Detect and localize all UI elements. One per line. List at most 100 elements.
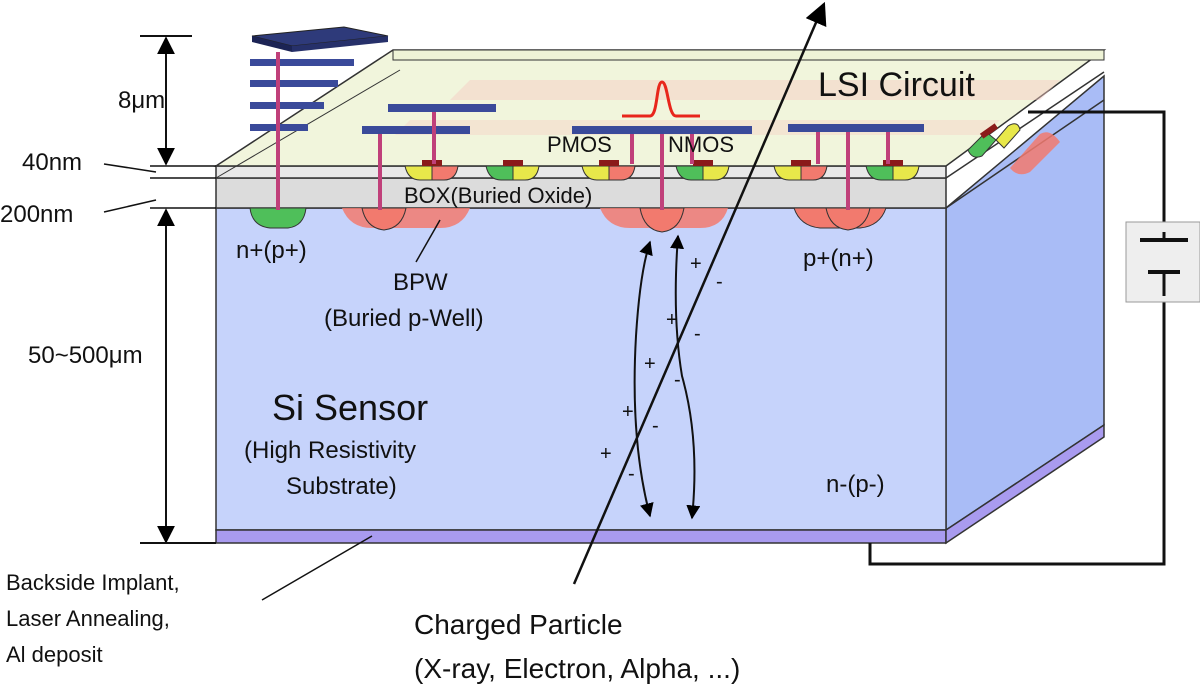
transistor-drain-4 [892, 165, 920, 181]
electron-2: - [694, 323, 701, 345]
via-left [276, 52, 280, 210]
backside-implant-side [945, 423, 1105, 545]
side-implant [1010, 132, 1060, 175]
dim-label-40nm: 40nm [22, 149, 82, 176]
metal-line-6 [362, 126, 470, 134]
via-8 [846, 132, 850, 210]
signal-pulse [622, 80, 700, 118]
transistor-drain-1 [431, 165, 459, 181]
lsi-circuit-label: LSI Circuit [818, 66, 975, 104]
box-label: BOX(Buried Oxide) [404, 183, 592, 208]
surface-band-1 [450, 80, 1060, 100]
side-transistor-1 [967, 131, 997, 158]
backside-label-1: Backside Implant, [6, 570, 180, 595]
electron-3: - [674, 369, 681, 391]
transistors [404, 123, 1060, 181]
leader-200nm [103, 199, 157, 213]
metal-wiring [250, 26, 924, 210]
hole-2: + [666, 309, 678, 331]
gate-2 [503, 160, 523, 166]
metal-line-5 [388, 104, 496, 112]
side-gate [979, 123, 999, 139]
backside-label-2: Laser Annealing, [6, 606, 170, 631]
transistor-source-4 [865, 165, 894, 181]
leader-40nm [103, 163, 157, 173]
electron-5: - [628, 463, 635, 485]
hole-5: + [600, 443, 612, 465]
metal-line-3 [250, 102, 324, 109]
bpw-sub-label: (Buried p-Well) [324, 305, 484, 332]
dim-label-sensor: 50~500μm [28, 342, 143, 369]
right-implant [825, 207, 871, 231]
bpw-implant-1 [342, 208, 470, 228]
n-plus-implant [249, 207, 307, 229]
via-4 [630, 134, 634, 164]
bpw-label: BPW [393, 269, 448, 296]
silicon-substrate [215, 74, 1105, 545]
metal-line-1 [250, 59, 354, 66]
leader-backside [261, 535, 373, 601]
nmos-source [675, 165, 704, 181]
nmos-label: NMOS [668, 132, 734, 157]
dim-label-8um: 8μm [118, 87, 165, 114]
wire-bottom [868, 296, 1166, 566]
transistor-source-2 [485, 165, 514, 181]
si-sensor-label: Si Sensor [272, 387, 428, 428]
charge-drift [633, 234, 701, 520]
implants [249, 207, 887, 233]
transistor-source-1 [404, 165, 433, 181]
nmos-drain [702, 165, 730, 181]
backside-implant-layer [215, 529, 947, 544]
electron-1: - [716, 271, 723, 293]
bond-pad-front [292, 36, 388, 52]
via-5 [660, 134, 664, 210]
wire-top [1028, 110, 1166, 232]
via-9 [886, 132, 890, 164]
n-minus-label: n-(p-) [826, 471, 885, 498]
n-plus-label: n+(p+) [236, 237, 307, 264]
bond-pad-side [252, 36, 292, 52]
hole-1: + [690, 253, 702, 275]
dim-label-200nm: 200nm [0, 201, 73, 228]
nmos-gate [693, 160, 713, 166]
p-plus-label: p+(n+) [803, 245, 874, 272]
via-7 [816, 132, 820, 164]
particle-label: Charged Particle [414, 609, 623, 640]
substrate-front-face [215, 207, 947, 531]
transistor-drain-3 [800, 165, 828, 181]
gate-4 [883, 160, 903, 166]
metal-line-8 [788, 124, 924, 132]
side-transistor-2 [995, 123, 1021, 149]
pmos-label: PMOS [547, 132, 612, 157]
bias-circuit [868, 110, 1200, 566]
gate-3 [791, 160, 811, 166]
si-sensor-sub-2: Substrate) [286, 473, 397, 500]
lsi-top-edge [392, 49, 1105, 61]
center-implant [639, 207, 685, 233]
leader-bpw [415, 219, 441, 263]
drift-arrow-right [670, 234, 701, 520]
thin-top-layer-front [215, 165, 947, 179]
left-implant [361, 207, 407, 231]
dimension-markers [103, 35, 216, 544]
pmos-drain [608, 165, 636, 181]
si-sensor-sub-1: (High Resistivity [244, 437, 416, 464]
hole-3: + [644, 353, 656, 375]
metal-line-7 [572, 126, 752, 134]
via-3 [432, 112, 436, 164]
transistor-drain-2 [512, 165, 540, 181]
lsi-right-edge-1 [945, 71, 1105, 179]
box-layer-front [215, 177, 947, 209]
electron-4: - [652, 415, 659, 437]
pmos-gate [599, 160, 619, 166]
particle-types-label: (X-ray, Electron, Alpha, ...) [414, 653, 740, 684]
drift-arrow-left [633, 240, 654, 518]
via-2 [378, 134, 382, 210]
pmos-source [581, 165, 610, 181]
backside-label-3: Al deposit [6, 642, 103, 667]
hole-4: + [622, 401, 634, 423]
via-6 [690, 134, 694, 164]
metal-line-2 [250, 80, 338, 87]
